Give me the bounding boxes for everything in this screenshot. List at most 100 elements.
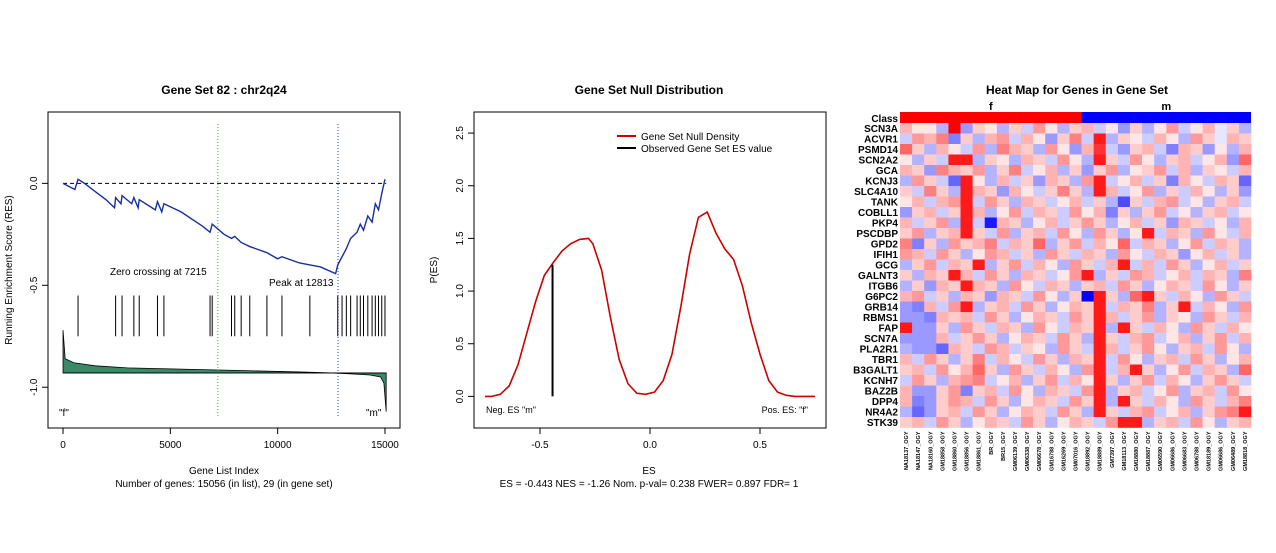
heatmap-cell xyxy=(1226,238,1240,250)
heatmap-title: Heat Map for Genes in Gene Set xyxy=(986,83,1168,97)
heatmap-cell xyxy=(912,249,925,260)
sample-label: GM06686_OGY xyxy=(1170,431,1176,471)
gene-label: GCA xyxy=(876,166,898,177)
heatmap-cell xyxy=(960,396,973,407)
heatmap-cell xyxy=(1081,228,1094,239)
null-distribution-xlabel: ES xyxy=(642,466,656,477)
heatmap-cell xyxy=(1069,259,1082,271)
heatmap-cell xyxy=(1081,417,1094,428)
heatmap-cell xyxy=(984,217,998,229)
heatmap-cell xyxy=(1129,417,1143,428)
heatmap-cell xyxy=(912,343,925,355)
heatmap-cell xyxy=(936,375,949,386)
zero-crossing-annotation: Zero crossing at 7215 xyxy=(110,267,207,278)
heatmap-cell xyxy=(960,322,973,334)
heatmap-cell xyxy=(1069,238,1082,250)
sample-label: GM06678_OGY xyxy=(1037,431,1043,471)
heatmap-cell xyxy=(1093,217,1107,229)
heatmap-cell xyxy=(948,322,961,334)
sample-label: BR_OGY xyxy=(989,431,995,455)
heatmap-cell xyxy=(1129,270,1143,281)
heatmap-cell xyxy=(912,123,925,134)
heatmap-cell xyxy=(924,375,937,386)
heatmap-cell xyxy=(1117,144,1131,155)
heatmap-cell xyxy=(1081,396,1094,407)
heatmap-cell xyxy=(1008,133,1022,145)
sample-label: GM18887_OGY xyxy=(1146,431,1152,471)
heatmap-cell xyxy=(972,175,986,187)
null-distribution-ylabel: P(ES) xyxy=(429,257,440,284)
heatmap-cell xyxy=(1033,196,1046,208)
heatmap-cell xyxy=(972,186,986,197)
gene-label: TBR1 xyxy=(872,355,899,366)
heatmap-cell xyxy=(972,228,986,239)
heatmap-cell xyxy=(1057,270,1070,281)
null-distribution-marks xyxy=(485,210,815,398)
heatmap-cell xyxy=(1238,364,1252,376)
heatmap-cell xyxy=(1226,406,1240,418)
heatmap-cell xyxy=(972,301,986,313)
heatmap-cell xyxy=(1214,228,1228,239)
heatmap-cell xyxy=(1081,196,1094,208)
heatmap-cell xyxy=(984,238,998,250)
heatmap-cell xyxy=(1129,375,1143,386)
heatmap-cell xyxy=(1142,312,1155,323)
heatmap-cell xyxy=(996,322,1010,334)
heatmap-cell xyxy=(1214,123,1228,134)
null-distribution-title: Gene Set Null Distribution xyxy=(575,83,724,97)
heatmap-cell xyxy=(948,154,961,166)
heatmap-cell xyxy=(1105,312,1119,323)
heatmap-cell xyxy=(972,343,986,355)
heatmap-cell xyxy=(1142,396,1155,407)
heatmap-cell xyxy=(900,165,913,176)
heatmap-cell xyxy=(996,291,1010,302)
heatmap-cell xyxy=(1105,228,1119,239)
heatmap-cell xyxy=(1069,385,1082,397)
heatmap-cell xyxy=(924,259,937,271)
heatmap-cell xyxy=(1154,280,1167,292)
heatmap-cell xyxy=(1154,396,1167,407)
heatmap-cell xyxy=(1057,280,1070,292)
heatmap-cell xyxy=(1081,133,1094,145)
heatmap-cell xyxy=(1166,154,1179,166)
heatmap-cell xyxy=(1033,165,1046,176)
heatmap-cell xyxy=(912,301,925,313)
sample-label: GM07016_OGY xyxy=(1074,431,1080,471)
enrichment-x-tick-label: 10000 xyxy=(264,440,292,451)
heatmap-cell xyxy=(900,123,913,134)
heatmap-cell xyxy=(1045,270,1058,281)
heatmap-cell xyxy=(1214,186,1228,197)
gene-label: PSCDBP xyxy=(856,229,898,240)
gene-label: ITGB6 xyxy=(869,282,899,293)
heatmap-cell xyxy=(1129,322,1143,334)
heatmap-cell xyxy=(1117,175,1131,187)
heatmap-cell xyxy=(1057,165,1070,176)
heatmap-cell xyxy=(1142,207,1155,218)
heatmap-cell xyxy=(1057,354,1070,365)
heatmap-cell xyxy=(1154,354,1167,365)
heatmap-cell xyxy=(1129,165,1143,176)
heatmap-cell xyxy=(1069,343,1082,355)
heatmap-cell xyxy=(948,364,961,376)
heatmap-cell xyxy=(1214,144,1228,155)
heatmap-cell xyxy=(1202,354,1215,365)
heatmap-cell xyxy=(1142,133,1155,145)
sample-label: BR15_OGY xyxy=(1001,431,1007,461)
heatmap-cell xyxy=(924,217,937,229)
heatmap-cell xyxy=(924,354,937,365)
heatmap-cell xyxy=(1214,385,1228,397)
heatmap-cell xyxy=(1021,207,1034,218)
heatmap-cell xyxy=(984,301,998,313)
heatmap-cell xyxy=(1057,207,1070,218)
heatmap-cell xyxy=(1093,375,1107,386)
heatmap-cell xyxy=(1238,375,1252,386)
heatmap-cell xyxy=(1129,238,1143,250)
heatmap-cell xyxy=(1142,270,1155,281)
heatmap-cell xyxy=(1238,333,1252,344)
heatmap-cell xyxy=(1190,385,1203,397)
heatmap-cell xyxy=(1117,301,1131,313)
heatmap-cell xyxy=(1093,270,1107,281)
gene-label: FAP xyxy=(879,324,899,335)
heatmap-cell xyxy=(1105,123,1119,134)
heatmap-cell xyxy=(936,312,949,323)
